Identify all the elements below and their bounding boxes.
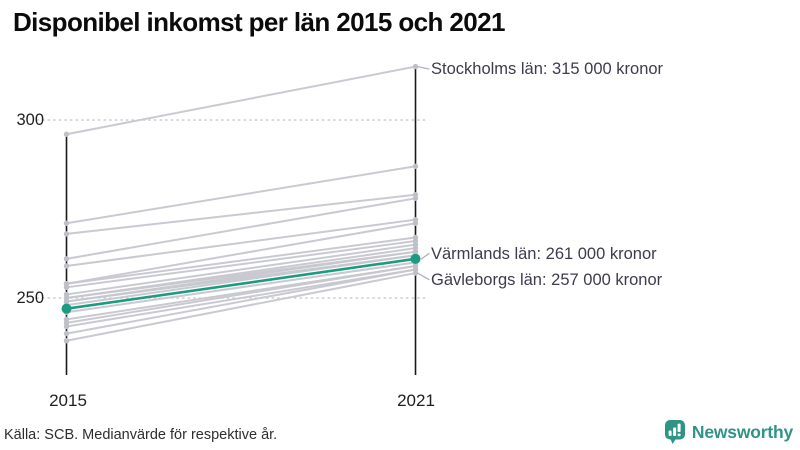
x-axis-label-2015: 2015 [49,391,87,410]
source-note: Källa: SCB. Medianvärde för respektive å… [4,427,278,443]
y-axis-tick-300: 300 [16,111,44,129]
y-axis-tick-250: 250 [16,289,44,307]
x-axis-label-2021: 2021 [397,391,435,410]
newsworthy-icon [664,420,685,444]
annotation-stockholm: Stockholms län: 315 000 kronor [431,60,664,78]
newsworthy-label: Newsworthy [691,421,793,442]
annotation-varmland: Värmlands län: 261 000 kronor [431,245,657,263]
chart-title: Disponibel inkomst per län 2015 och 2021 [13,7,505,37]
annotation-gavleborg: Gävleborgs län: 257 000 kronor [431,271,663,289]
newsworthy-logo[interactable]: Newsworthy [664,419,793,445]
